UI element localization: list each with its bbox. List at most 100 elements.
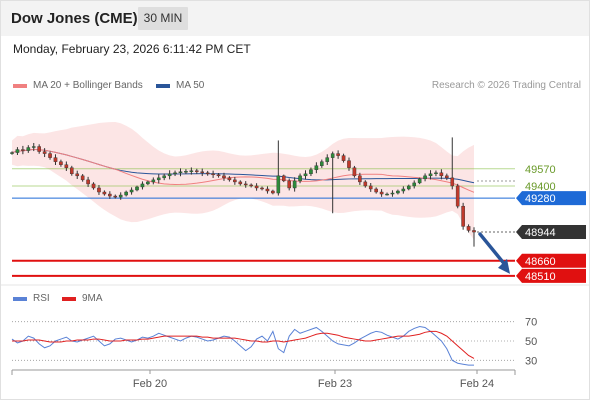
candle-body	[135, 186, 139, 191]
candle-body	[466, 226, 471, 231]
candle-body	[200, 171, 205, 174]
rsi-line	[11, 325, 474, 366]
candle-body	[330, 153, 335, 158]
candle-body	[91, 183, 96, 189]
candle-body	[151, 179, 156, 183]
candle-body	[205, 172, 210, 175]
rsi-level-label: 50	[525, 336, 537, 348]
candle-body	[64, 164, 69, 168]
candle-body	[439, 172, 444, 177]
candle-body	[385, 193, 389, 196]
candle-body	[298, 175, 302, 182]
candle-body	[42, 151, 47, 154]
forecast-arrow	[478, 232, 510, 274]
candle-body	[390, 192, 395, 195]
candle-body	[368, 185, 373, 190]
rsi-ma-line	[12, 330, 475, 359]
candle-body	[173, 172, 177, 175]
candle-body	[124, 191, 128, 196]
candle-body	[31, 146, 36, 148]
candle-body	[243, 183, 248, 186]
candle-body	[10, 152, 14, 154]
candle-body	[59, 161, 63, 165]
candle-body	[358, 175, 362, 183]
rsi-swatch	[13, 296, 27, 301]
x-tick-label: Feb 20	[133, 378, 167, 390]
candle-body	[211, 173, 215, 176]
last-price-tag	[516, 225, 586, 240]
ma50-swatch	[156, 83, 170, 88]
candle-body	[189, 170, 194, 172]
resistance-label: 49570	[525, 164, 556, 176]
candle-body	[423, 175, 427, 180]
candle-body	[320, 161, 324, 166]
candle-body	[363, 181, 368, 187]
resistance-label: 49400	[525, 181, 556, 193]
header-bar	[0, 0, 590, 36]
legend-rsi-ma: 9MA	[62, 293, 103, 304]
candle-body	[178, 171, 183, 174]
pivot-label: 49280	[525, 193, 556, 205]
candle-body	[75, 173, 80, 177]
candle-body	[69, 167, 74, 175]
candle-body	[238, 181, 243, 185]
candle-body	[461, 205, 465, 227]
candle-body	[341, 155, 346, 161]
candle-body	[249, 184, 253, 187]
candle-body	[216, 174, 221, 177]
x-tick-label: Feb 23	[318, 378, 352, 390]
candle-body	[401, 188, 406, 192]
candle-body	[336, 153, 340, 156]
candle-body	[352, 167, 357, 177]
chart-datetime: Monday, February 23, 2026 6:11:42 PM CET	[13, 42, 251, 56]
candle-body	[194, 170, 199, 172]
candle-body	[434, 172, 438, 175]
candle-body	[412, 182, 417, 187]
candle-body	[276, 175, 281, 194]
candle-body	[254, 185, 259, 189]
candle-body	[118, 194, 123, 198]
candle-body	[292, 180, 297, 189]
candle-body	[309, 169, 313, 175]
rsi-ma-label: 9MA	[82, 293, 103, 304]
candle-body	[281, 175, 286, 182]
candle-body	[156, 177, 161, 181]
rsi-level-label: 70	[525, 317, 537, 329]
level-lines	[12, 168, 515, 277]
legend-ma50: MA 50	[156, 80, 204, 91]
candle-body	[325, 157, 330, 162]
forecast-arrow-head	[498, 258, 510, 274]
support-label: 48510	[525, 271, 556, 283]
candle-body	[379, 191, 384, 195]
instrument-title: Dow Jones (CME)	[11, 10, 138, 27]
legend-bollinger: MA 20 + Bollinger Bands	[13, 80, 143, 91]
legend-rsi: RSI	[13, 293, 50, 304]
candle-body	[184, 171, 188, 173]
candle-body	[129, 189, 134, 193]
candle-body	[406, 185, 411, 190]
rsi-ma-swatch	[62, 296, 76, 301]
candle-body	[140, 183, 145, 188]
candle-body	[417, 178, 422, 184]
candle-body	[108, 193, 112, 197]
candle-body	[455, 185, 460, 207]
candle-body	[314, 165, 319, 170]
candle-body	[445, 175, 449, 179]
candle-body	[26, 147, 31, 151]
candle-body	[53, 157, 58, 162]
candle-body	[450, 177, 455, 187]
candle-body	[287, 180, 292, 189]
pivot-tag	[516, 191, 586, 206]
candle-body	[265, 188, 270, 192]
candle-body	[167, 173, 172, 177]
timeframe-badge[interactable]: 30 MIN	[138, 7, 188, 30]
candle-body	[102, 191, 107, 195]
candle-body	[162, 175, 166, 179]
last-price-label: 48944	[525, 227, 556, 239]
rsi-panel: 70 50 30	[11, 317, 537, 367]
candle-body	[347, 160, 351, 168]
support-label: 48660	[525, 256, 556, 268]
moving-averages	[11, 148, 475, 193]
